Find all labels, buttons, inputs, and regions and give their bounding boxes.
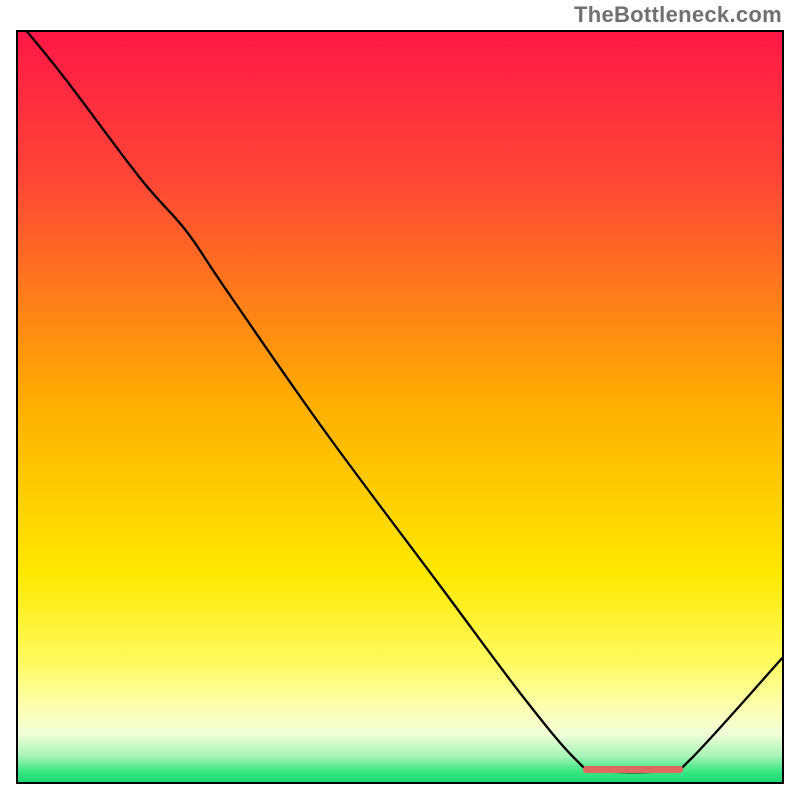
bottleneck-chart-root: TheBottleneck.com — [0, 0, 800, 800]
chart-frame — [16, 30, 784, 784]
watermark-text: TheBottleneck.com — [574, 2, 782, 28]
chart-line — [18, 32, 782, 772]
optimal-range-marker — [583, 766, 682, 773]
bottleneck-line-chart — [18, 32, 782, 782]
